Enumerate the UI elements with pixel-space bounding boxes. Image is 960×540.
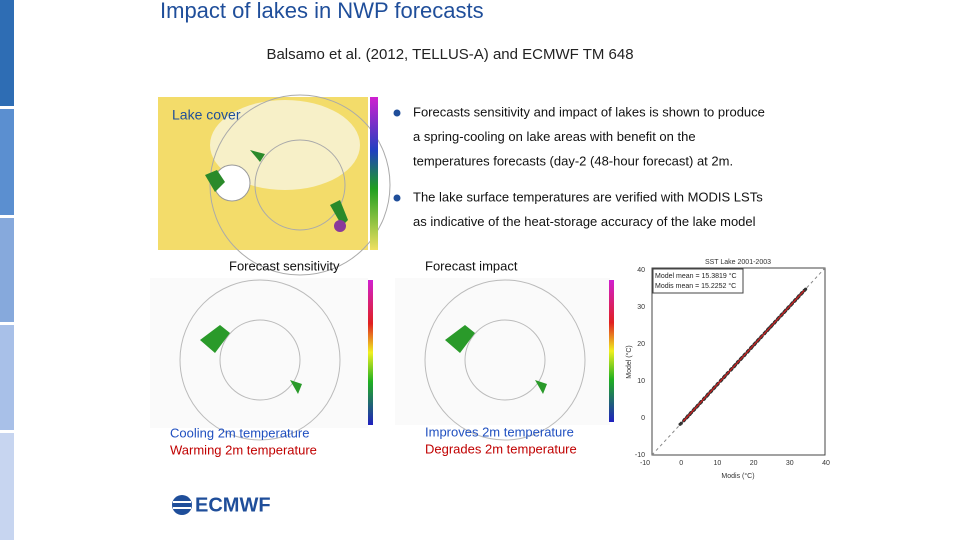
sensitivity-map xyxy=(150,278,373,441)
legend-item: Cooling 2m temperature xyxy=(170,425,309,440)
y-tick-label: -10 xyxy=(635,452,645,459)
bullet-dot xyxy=(393,194,401,202)
point xyxy=(679,421,683,425)
logo-text: ECMWF xyxy=(195,494,271,516)
panel-title: Forecast impact xyxy=(425,258,518,273)
map-label: Lake cover xyxy=(172,107,241,123)
y-tick-label: 20 xyxy=(637,341,645,348)
y-tick-label: 10 xyxy=(637,378,645,385)
x-tick-label: 0 xyxy=(679,460,683,467)
x-axis-label: Modis (°C) xyxy=(721,472,754,480)
x-tick-label: 10 xyxy=(714,460,722,467)
impact-map xyxy=(395,278,614,441)
legend-item: Degrades 2m temperature xyxy=(425,441,577,456)
legend-item: Warming 2m temperature xyxy=(170,442,317,457)
bullet-text: temperatures forecasts (day-2 (48-hour f… xyxy=(413,153,733,168)
y-axis-label: Model (°C) xyxy=(625,345,633,379)
sidebar xyxy=(0,0,14,106)
sidebar xyxy=(0,325,14,430)
bullet-dot xyxy=(393,109,401,117)
subtitle: Balsamo et al. (2012, TELLUS-A) and ECMW… xyxy=(266,46,633,63)
panel-title: Forecast sensitivity xyxy=(229,258,340,273)
x-tick-label: -10 xyxy=(640,460,650,467)
scatter-note: Modis mean = 15.2252 °C xyxy=(655,282,736,290)
x-tick-label: 40 xyxy=(822,460,830,467)
bullet-text: The lake surface temperatures are verifi… xyxy=(413,189,763,204)
title: Impact of lakes in NWP forecasts xyxy=(160,0,484,23)
sidebar xyxy=(0,218,14,322)
y-tick-label: 30 xyxy=(637,304,645,311)
x-tick-label: 20 xyxy=(750,460,758,467)
bullet-text: a spring-cooling on lake areas with bene… xyxy=(413,129,696,144)
sidebar xyxy=(0,109,14,215)
x-tick-label: 30 xyxy=(786,460,794,467)
y-tick-label: 40 xyxy=(637,267,645,274)
scatter-note: Model mean = 15.3819 °C xyxy=(655,272,737,280)
y-tick-label: 0 xyxy=(641,415,645,422)
legend-item: Improves 2m temperature xyxy=(425,424,574,439)
bullet-text: as indicative of the heat-storage accura… xyxy=(413,214,756,229)
logo: ECMWF xyxy=(172,494,271,516)
bullet-text: Forecasts sensitivity and impact of lake… xyxy=(413,104,765,119)
sidebar xyxy=(0,433,14,540)
lake-cover-map: Lake cover xyxy=(158,94,391,276)
fit-line xyxy=(682,290,805,422)
scatter-title: SST Lake 2001-2003 xyxy=(705,259,771,266)
scatter-figure: SST Lake 2001-2003 Model mean = 15.3819 … xyxy=(625,259,830,480)
point xyxy=(804,287,808,291)
